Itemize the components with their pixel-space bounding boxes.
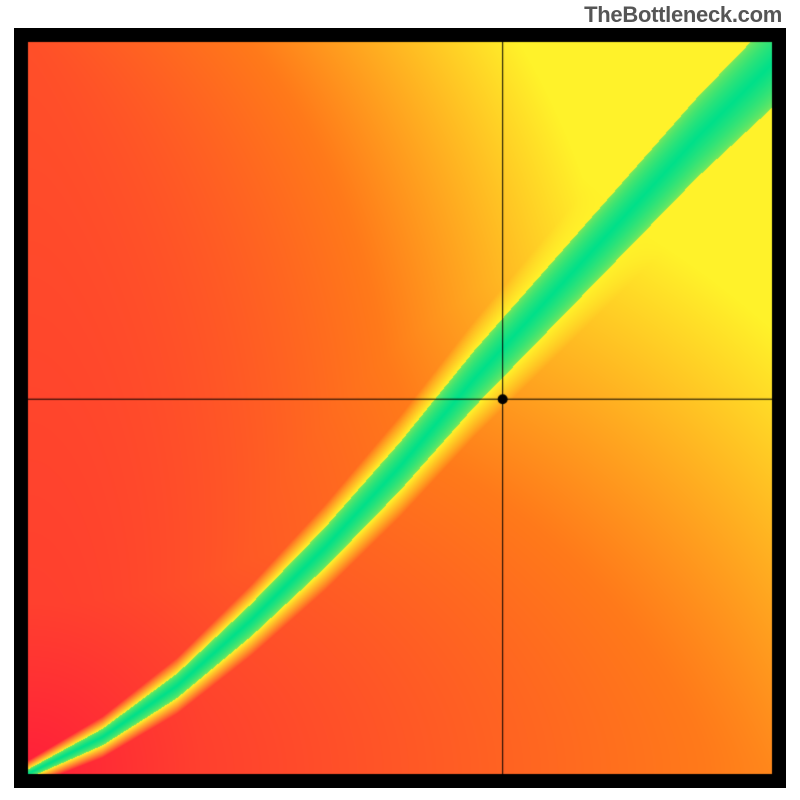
watermark-text: TheBottleneck.com <box>584 2 782 28</box>
heatmap-canvas <box>14 28 786 788</box>
chart-wrapper: TheBottleneck.com <box>0 0 800 800</box>
chart-frame <box>14 28 786 788</box>
